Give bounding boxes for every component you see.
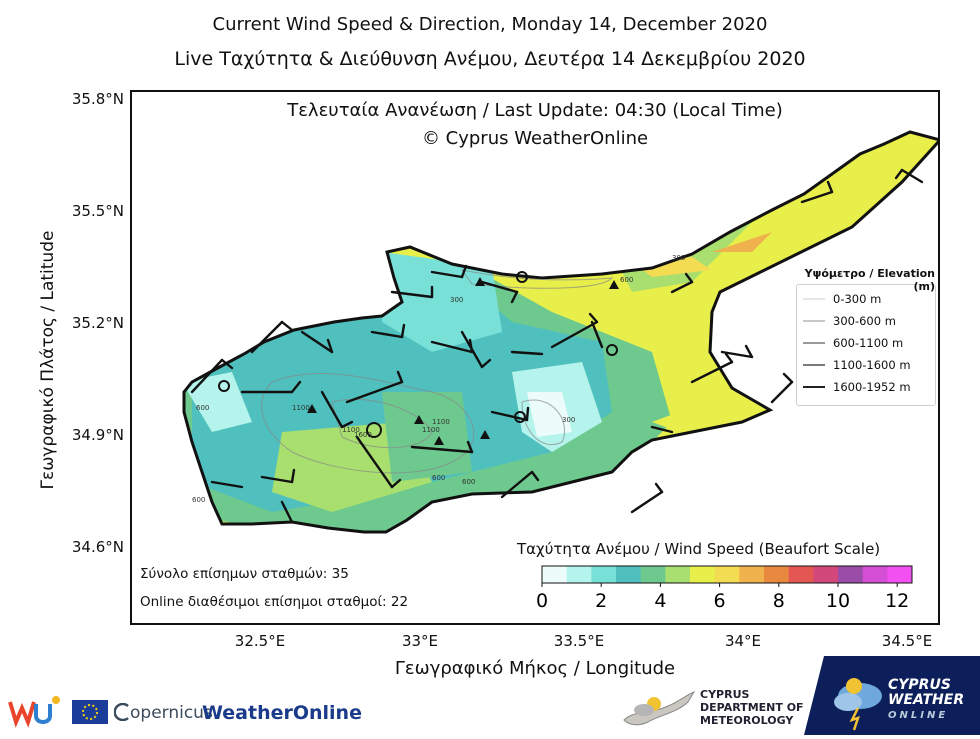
legend-item: 0-300 m (803, 291, 881, 307)
colorbar-tick-label: 0 (536, 590, 548, 612)
legend-swatch (803, 342, 825, 344)
colorbar-tick-label: 8 (773, 590, 785, 612)
colorbar-tick-label: 10 (826, 590, 850, 612)
contour-label: 600 (196, 404, 209, 412)
contour-label: 600 (192, 496, 205, 504)
eu-flag-logo (72, 700, 108, 724)
cwo-line: ONLINE (888, 710, 949, 721)
weatheronline-logo: WeatherOnline (202, 702, 362, 724)
lat-tick: 35.8°N (71, 90, 124, 108)
stations-total: Σύνολο επίσημων σταθμών: 35 (140, 566, 349, 582)
dom-line: METEOROLOGY (700, 714, 794, 727)
colorbar-segment (887, 566, 913, 583)
map-canvas: 600 1100 1100 1100 1100 1600 600 600 300… (182, 130, 938, 612)
elevation-legend-title: Υψόμετρο / Elevation (m) (804, 267, 935, 293)
last-update-text: Τελευταία Ανανέωση / Last Update: 04:30 … (287, 100, 783, 121)
contour-label: 300 (672, 254, 685, 262)
station-circles (218, 271, 618, 438)
contour-label: 300 (562, 416, 575, 424)
legend-swatch (803, 364, 825, 366)
legend-swatch (803, 386, 825, 388)
peak-markers (307, 277, 619, 445)
colorbar-tick-label: 6 (714, 590, 726, 612)
legend-label: 1100-1600 m (833, 358, 911, 372)
cwo-line: CYPRUS (888, 677, 951, 693)
chart-subtitle: Live Ταχύτητα & Διεύθυνση Ανέμου, Δευτέρ… (174, 48, 806, 70)
contour-label: 1100 (432, 418, 450, 426)
lon-tick: 34.5°E (881, 632, 933, 650)
contour-label: 1600 (354, 431, 372, 439)
colorbar-segment (838, 566, 864, 583)
elevation-legend: Υψόμετρο / Elevation (m) 0-300 m 300-600… (796, 267, 936, 406)
wind-barbs (190, 168, 924, 524)
copernicus-logo: opernicus (113, 702, 213, 723)
colorbar-segment (714, 566, 740, 583)
colorbar-segment (764, 566, 790, 583)
colorbar-segment (591, 566, 617, 583)
legend-item: 1100-1600 m (803, 357, 911, 373)
legend-item: 600-1100 m (803, 335, 903, 351)
legend-item: 300-600 m (803, 313, 896, 329)
lat-tick: 35.2°N (71, 314, 124, 332)
contour-labels: 600 1100 1100 1100 1100 1600 600 600 300… (192, 254, 685, 504)
colorbar-segment (542, 566, 568, 583)
colorbar-tick-label: 12 (885, 590, 909, 612)
chart-title: Current Wind Speed & Direction, Monday 1… (212, 14, 768, 35)
contour-label: 1100 (292, 404, 310, 412)
legend-label: 1600-1952 m (833, 380, 911, 394)
department-of-meteorology-logo: CYPRUS DEPARTMENT OF METEOROLOGY (618, 686, 808, 732)
copyright-text: © Cyprus WeatherOnline (421, 128, 649, 149)
x-axis-label: Γεωγραφικό Μήκος / Longitude (394, 658, 676, 679)
lon-tick: 33.5°E (553, 632, 605, 650)
colorbar-segment (788, 566, 814, 583)
stations-online: Online διαθέσιμοι επίσημοι σταθμοί: 22 (140, 594, 409, 610)
contour-label: 1100 (422, 426, 440, 434)
legend-label: 0-300 m (833, 292, 882, 306)
colorbar-segment (616, 566, 642, 583)
copernicus-logo-text: opernicus (130, 703, 213, 723)
contour-label: 1100 (342, 426, 360, 434)
wind-speed-colorbar: 0 2 4 6 8 10 12 (536, 565, 913, 612)
contour-label: 600 (462, 478, 475, 486)
legend-item: 1600-1952 m (803, 379, 911, 395)
lon-tick: 34°E (724, 632, 762, 650)
contour-label: 600 (620, 276, 633, 284)
legend-swatch (803, 320, 825, 322)
colorbar-segment (690, 566, 716, 583)
cyprus-weather-online-logo: CYPRUS WEATHER ONLINE (804, 656, 980, 735)
colorbar-tick-label: 2 (595, 590, 607, 612)
lat-tick: 34.6°N (71, 538, 124, 556)
legend-label: 300-600 m (833, 314, 896, 328)
colorbar-tick-label: 4 (654, 590, 666, 612)
colorbar-border (541, 565, 913, 584)
legend-label: 600-1100 m (833, 336, 904, 350)
lon-tick: 33°E (401, 632, 439, 650)
colorbar-segment (640, 566, 666, 583)
colorbar-segment (665, 566, 691, 583)
dom-line: CYPRUS (700, 688, 750, 701)
wind-map: 600 1100 1100 1100 1100 1600 600 600 300… (130, 90, 940, 625)
coastline (182, 130, 938, 534)
lon-tick: 32.5°E (234, 632, 286, 650)
colorbar-title: Ταχύτητα Ανέμου / Wind Speed (Beaufort S… (517, 540, 881, 558)
weather-underground-logo (6, 694, 64, 728)
lat-tick: 34.9°N (71, 426, 124, 444)
lat-tick: 35.5°N (71, 202, 124, 220)
colorbar-segment (813, 566, 839, 583)
cwo-line: WEATHER (888, 692, 965, 708)
colorbar-segment (739, 566, 765, 583)
y-axis-label: Γεωγραφικό Πλάτος / Latitude (38, 230, 58, 490)
dom-line: DEPARTMENT OF (700, 701, 804, 714)
contour-label: 300 (450, 296, 463, 304)
colorbar-segment (566, 566, 592, 583)
legend-swatch (803, 298, 825, 300)
elevation-contours (261, 269, 614, 474)
contour-label: 600 (432, 474, 445, 482)
colorbar-segment (862, 566, 888, 583)
